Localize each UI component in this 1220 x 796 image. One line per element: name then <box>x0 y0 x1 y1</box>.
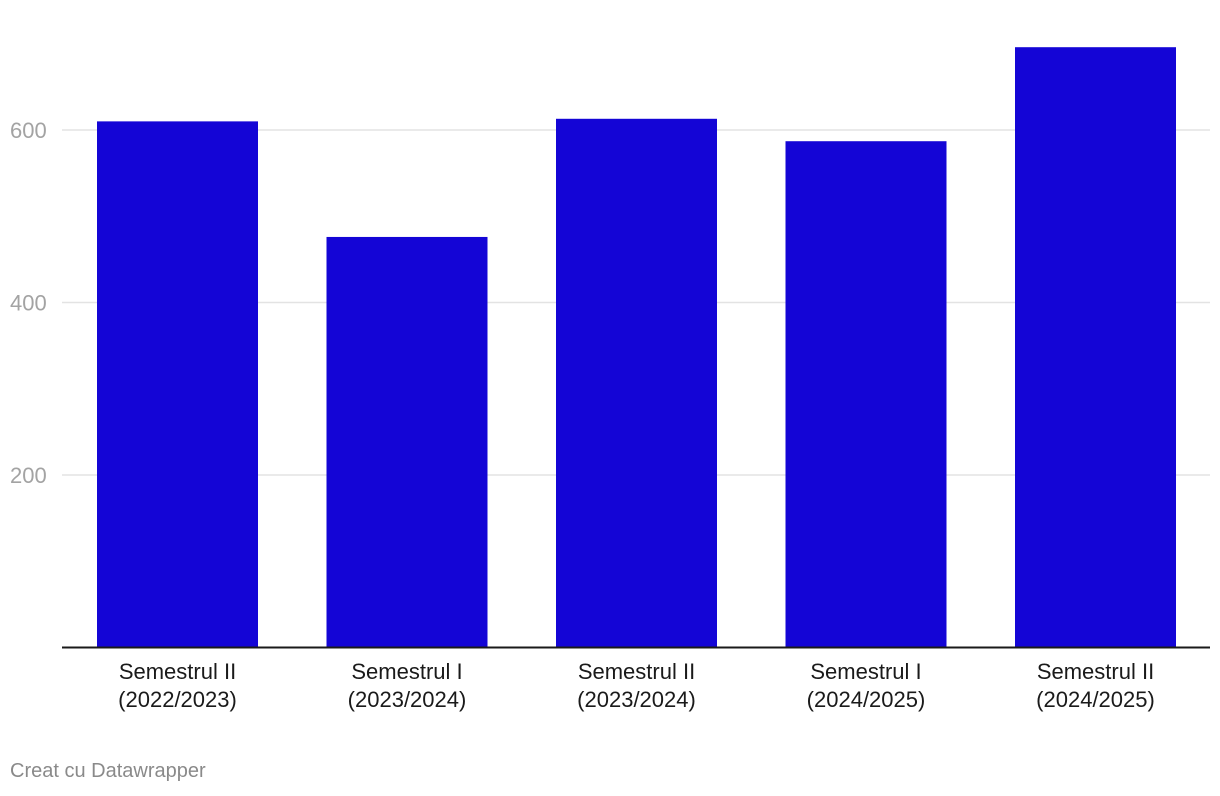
labels: 200 400 600 Semestrul II (2022/2023) Semestru… <box>10 118 1155 712</box>
x-category-label: (2023/2024) <box>348 687 467 712</box>
x-category-label: (2022/2023) <box>118 687 237 712</box>
y-tick-label: 400 <box>10 291 47 316</box>
x-category-label: Semestrul II <box>119 659 236 684</box>
bars <box>97 47 1176 648</box>
bar <box>326 236 488 648</box>
x-category-label: (2024/2025) <box>807 687 926 712</box>
x-category-label: (2024/2025) <box>1036 687 1155 712</box>
x-category-label: Semestrul I <box>810 659 921 684</box>
x-category-label: Semestrul II <box>578 659 695 684</box>
bar <box>1015 47 1176 648</box>
bar <box>97 121 258 648</box>
bar <box>785 141 947 648</box>
x-category-label: (2023/2024) <box>577 687 696 712</box>
x-category-label: Semestrul I <box>351 659 462 684</box>
x-category-label: Semestrul II <box>1037 659 1154 684</box>
credit-text: Creat cu Datawrapper <box>10 760 206 782</box>
bar <box>556 118 717 648</box>
y-tick-label: 200 <box>10 463 47 488</box>
y-tick-label: 600 <box>10 118 47 143</box>
